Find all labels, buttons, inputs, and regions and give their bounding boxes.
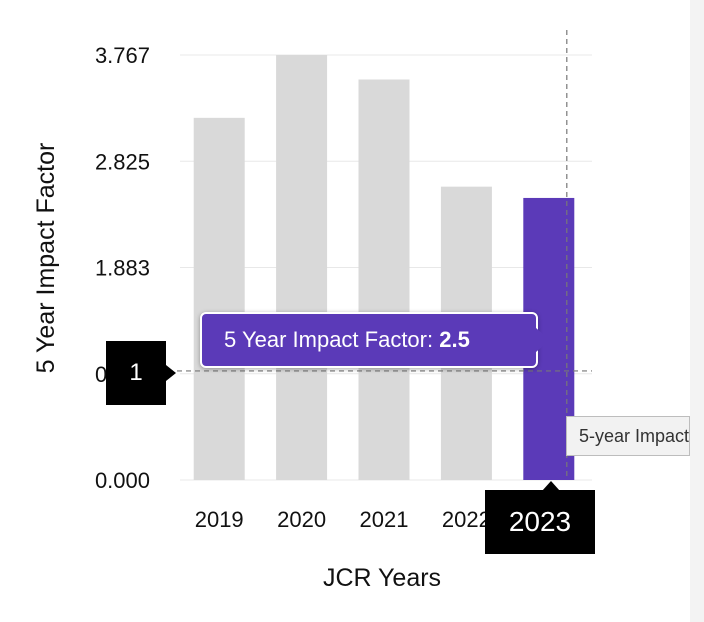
value-tooltip: 5 Year Impact Factor: 2.5 [200, 312, 538, 368]
x-marker-pointer [542, 481, 560, 491]
x-tick-label: 2020 [277, 507, 326, 532]
tooltip-pointer [536, 328, 550, 352]
x-tick-label: 2022 [442, 507, 491, 532]
y-axis-marker-badge: 1 [106, 341, 166, 405]
y-marker-pointer [166, 365, 176, 381]
side-panel-edge [690, 0, 704, 622]
y-tick-label: 3.767 [95, 43, 150, 68]
hover-title-tooltip: 5-year Impact Factor [566, 416, 690, 456]
y-tick-label: 1.883 [95, 256, 150, 281]
bar-2020[interactable] [276, 55, 328, 480]
bar-2021[interactable] [358, 79, 410, 480]
x-axis-marker-badge: 2023 [485, 490, 595, 554]
crosshair [168, 30, 592, 480]
y-axis-label: 5 Year Impact Factor [32, 143, 60, 374]
bar-2019[interactable] [193, 117, 245, 480]
y-tick-label: 0.000 [95, 468, 150, 493]
x-axis-label: JCR Years [323, 564, 441, 592]
x-tick-label: 2019 [195, 507, 244, 532]
y-tick-label: 2.825 [95, 149, 150, 174]
tooltip-value: 2.5 [439, 327, 470, 352]
x-tick-label: 2021 [360, 507, 409, 532]
tooltip-label: 5 Year Impact Factor: [224, 327, 434, 352]
